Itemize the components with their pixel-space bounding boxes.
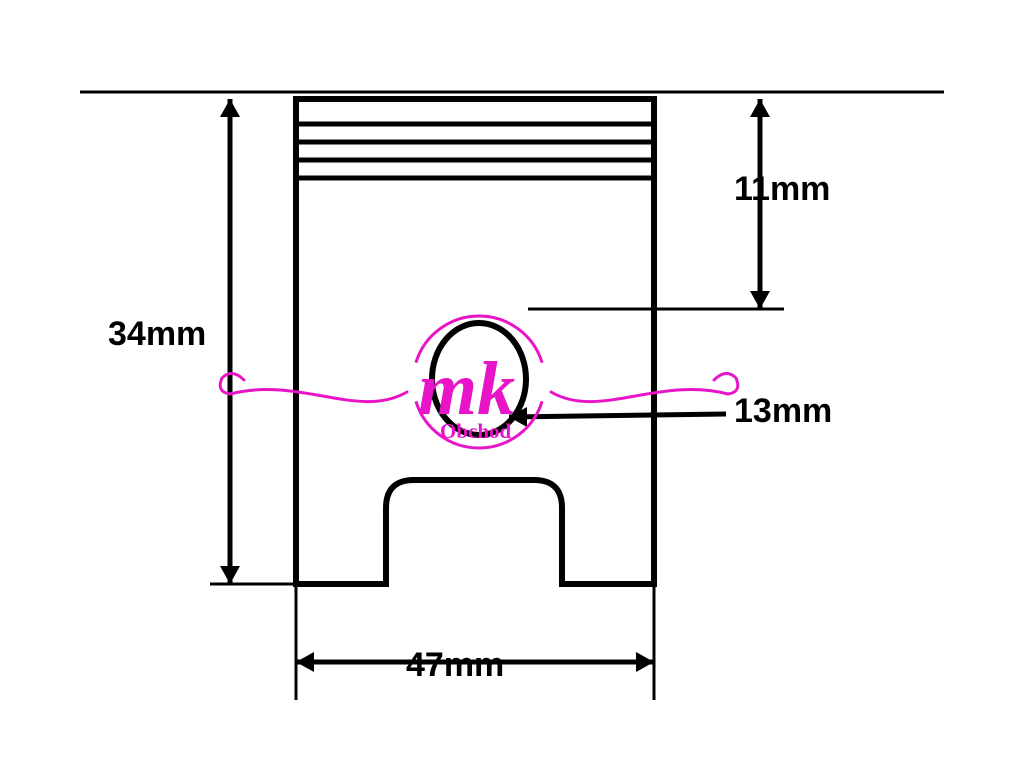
- dim-label-ringzone: 11mm: [734, 170, 830, 208]
- dim-label-height: 34mm: [108, 315, 206, 353]
- dim-label-pinbore: 13mm: [734, 392, 832, 430]
- dim-label-bore: 47mm: [406, 646, 504, 684]
- watermark-sub-text: Obchod: [440, 419, 512, 443]
